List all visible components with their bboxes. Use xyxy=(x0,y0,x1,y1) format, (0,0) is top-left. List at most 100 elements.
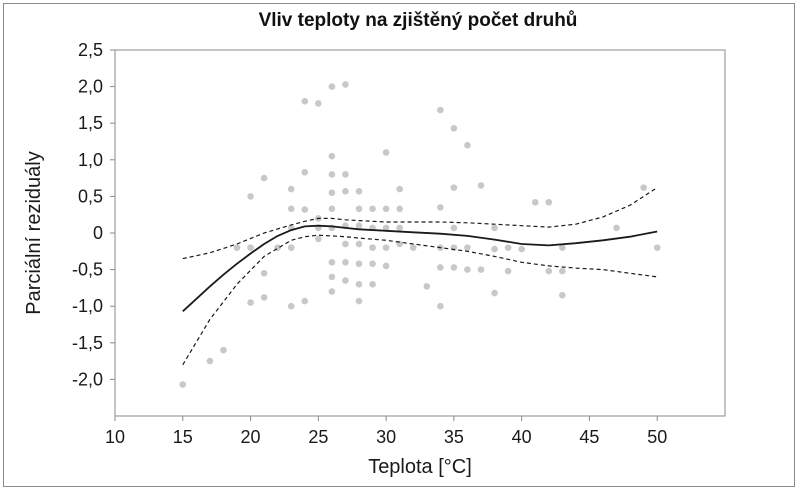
x-tick-label: 15 xyxy=(173,427,193,447)
data-point xyxy=(247,299,254,306)
y-tick-label: -1,5 xyxy=(72,333,103,353)
data-point xyxy=(369,280,376,288)
data-point xyxy=(545,198,553,206)
data-point xyxy=(355,280,363,288)
data-point xyxy=(328,189,336,197)
confidence-band-line xyxy=(182,187,658,260)
data-point xyxy=(328,205,336,213)
data-point xyxy=(423,283,431,290)
data-point xyxy=(559,244,566,251)
data-point xyxy=(640,184,647,191)
data-point xyxy=(220,346,227,354)
data-point xyxy=(355,297,363,305)
y-tick-label: 0 xyxy=(93,223,103,243)
data-point xyxy=(301,206,309,213)
data-point xyxy=(382,205,390,213)
y-tick-label: 2,0 xyxy=(78,77,103,97)
data-point xyxy=(504,244,512,251)
fit-lines xyxy=(182,187,658,366)
data-point xyxy=(653,244,661,251)
data-point xyxy=(382,224,390,232)
data-point xyxy=(369,205,376,213)
data-point xyxy=(559,291,566,299)
data-point xyxy=(491,224,498,232)
x-tick-label: 45 xyxy=(579,427,599,447)
x-tick-label: 25 xyxy=(308,427,328,447)
data-point xyxy=(613,224,620,232)
data-point xyxy=(355,187,363,195)
y-axis-title: Parciální reziduály xyxy=(23,151,45,314)
data-point xyxy=(355,222,363,229)
x-tick-label: 30 xyxy=(376,427,396,447)
data-point xyxy=(382,262,390,270)
data-point xyxy=(233,244,241,251)
data-point xyxy=(260,269,268,277)
data-point xyxy=(477,182,485,189)
data-point xyxy=(477,266,485,273)
x-tick-label: 40 xyxy=(512,427,532,447)
y-tick-label: 1,5 xyxy=(78,113,103,133)
fit-curve xyxy=(182,224,658,312)
data-point xyxy=(396,185,403,193)
data-point xyxy=(437,106,444,114)
data-point xyxy=(315,100,322,107)
data-point xyxy=(369,244,376,251)
scatter-points xyxy=(179,81,661,388)
data-point xyxy=(342,240,349,248)
data-point xyxy=(437,264,444,271)
data-point xyxy=(260,294,268,301)
x-tick-label: 35 xyxy=(444,427,464,447)
data-point xyxy=(382,149,390,156)
data-point xyxy=(396,224,403,232)
data-point xyxy=(355,205,363,213)
data-point xyxy=(491,245,498,253)
data-point xyxy=(450,184,458,191)
y-tick-label: -2,0 xyxy=(72,369,103,389)
data-point xyxy=(179,381,187,388)
data-point xyxy=(559,267,566,275)
data-point xyxy=(409,244,417,251)
data-point xyxy=(247,193,254,200)
y-tick-label: 2,5 xyxy=(78,40,103,60)
data-point xyxy=(328,152,336,160)
data-point xyxy=(315,235,322,243)
y-tick-label: 0,5 xyxy=(78,186,103,206)
data-point xyxy=(287,205,295,213)
y-axis: 2,5 2,0 1,5 1,0 0,5 0 -0,5 -1,0 -1,5 -2,0 xyxy=(72,40,115,389)
data-point xyxy=(342,277,349,284)
data-point xyxy=(328,273,336,281)
y-tick-label: -0,5 xyxy=(72,260,103,280)
y-tick-label: 1,0 xyxy=(78,150,103,170)
x-axis: 10 15 20 25 30 35 40 45 50 xyxy=(105,416,667,447)
data-point xyxy=(504,267,512,275)
data-point xyxy=(518,245,525,253)
data-point xyxy=(396,205,403,213)
data-point xyxy=(437,302,444,310)
data-point xyxy=(301,97,309,105)
data-point xyxy=(450,125,458,132)
data-point xyxy=(342,81,349,88)
data-point xyxy=(464,266,471,273)
x-tick-label: 50 xyxy=(647,427,667,447)
data-point xyxy=(328,288,336,295)
data-point xyxy=(450,264,458,271)
data-point xyxy=(301,168,309,176)
confidence-band-line xyxy=(182,234,658,366)
data-point xyxy=(287,244,295,251)
x-tick-label: 10 xyxy=(105,427,125,447)
data-point xyxy=(342,187,349,195)
data-point xyxy=(355,260,363,268)
data-point xyxy=(450,224,458,232)
data-point xyxy=(464,244,471,251)
x-axis-title: Teplota [°C] xyxy=(368,456,472,478)
y-tick-label: -1,0 xyxy=(72,296,103,316)
data-point xyxy=(491,289,498,297)
x-tick-label: 20 xyxy=(241,427,261,447)
chart-title: Vliv teploty na zjištěný počet druhů xyxy=(259,10,578,31)
data-point xyxy=(247,244,254,251)
data-point xyxy=(287,302,295,310)
data-point xyxy=(355,240,363,248)
data-point xyxy=(328,258,336,266)
data-point xyxy=(369,260,376,268)
